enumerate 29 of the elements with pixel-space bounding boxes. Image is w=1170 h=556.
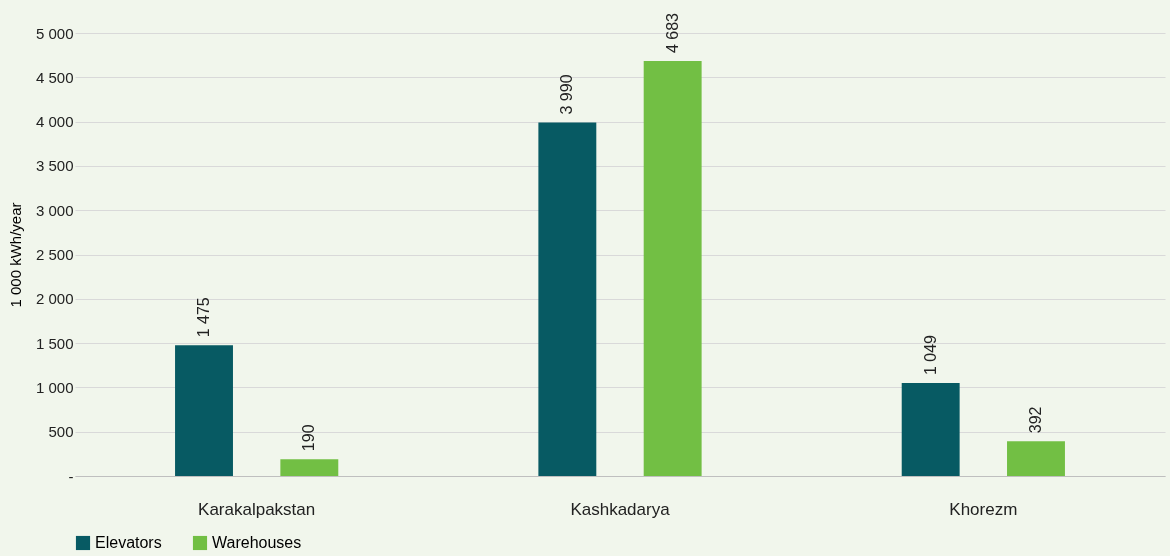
data-label: 3 990 (558, 74, 576, 115)
y-tick-label: 4 000 (35, 113, 74, 131)
data-label: 4 683 (663, 12, 681, 54)
y-tick-label: 1 000 (35, 378, 74, 396)
bar (538, 122, 597, 476)
data-label: 1 475 (195, 297, 213, 338)
y-tick-label: 1 500 (35, 334, 74, 352)
y-tick-label: 2 500 (35, 246, 74, 263)
bar (280, 459, 339, 476)
y-tick-label: 4 500 (35, 68, 74, 86)
y-tick-label: 5 000 (35, 24, 74, 42)
x-tick-label: Kashkadarya (570, 499, 671, 519)
legend-label: Elevators (95, 534, 162, 551)
data-label: 190 (300, 424, 318, 452)
y-tick-label: 3 000 (35, 201, 74, 219)
bar (1007, 441, 1065, 476)
y-axis-title: 1 000 kWh/year (6, 202, 24, 308)
y-tick-label: - (68, 467, 74, 485)
bar (901, 383, 960, 476)
y-tick-label: 500 (48, 423, 74, 441)
y-tick-label: 2 000 (35, 290, 74, 308)
y-tick-label: 3 500 (35, 157, 74, 175)
x-tick-label: Khorezm (949, 499, 1018, 519)
x-tick-label: Karakalpakstan (198, 499, 316, 519)
bar (643, 61, 702, 476)
data-label: 1 049 (921, 334, 939, 376)
legend-label: Warehouses (212, 534, 302, 551)
bar (175, 345, 233, 476)
data-label: 392 (1026, 406, 1044, 434)
